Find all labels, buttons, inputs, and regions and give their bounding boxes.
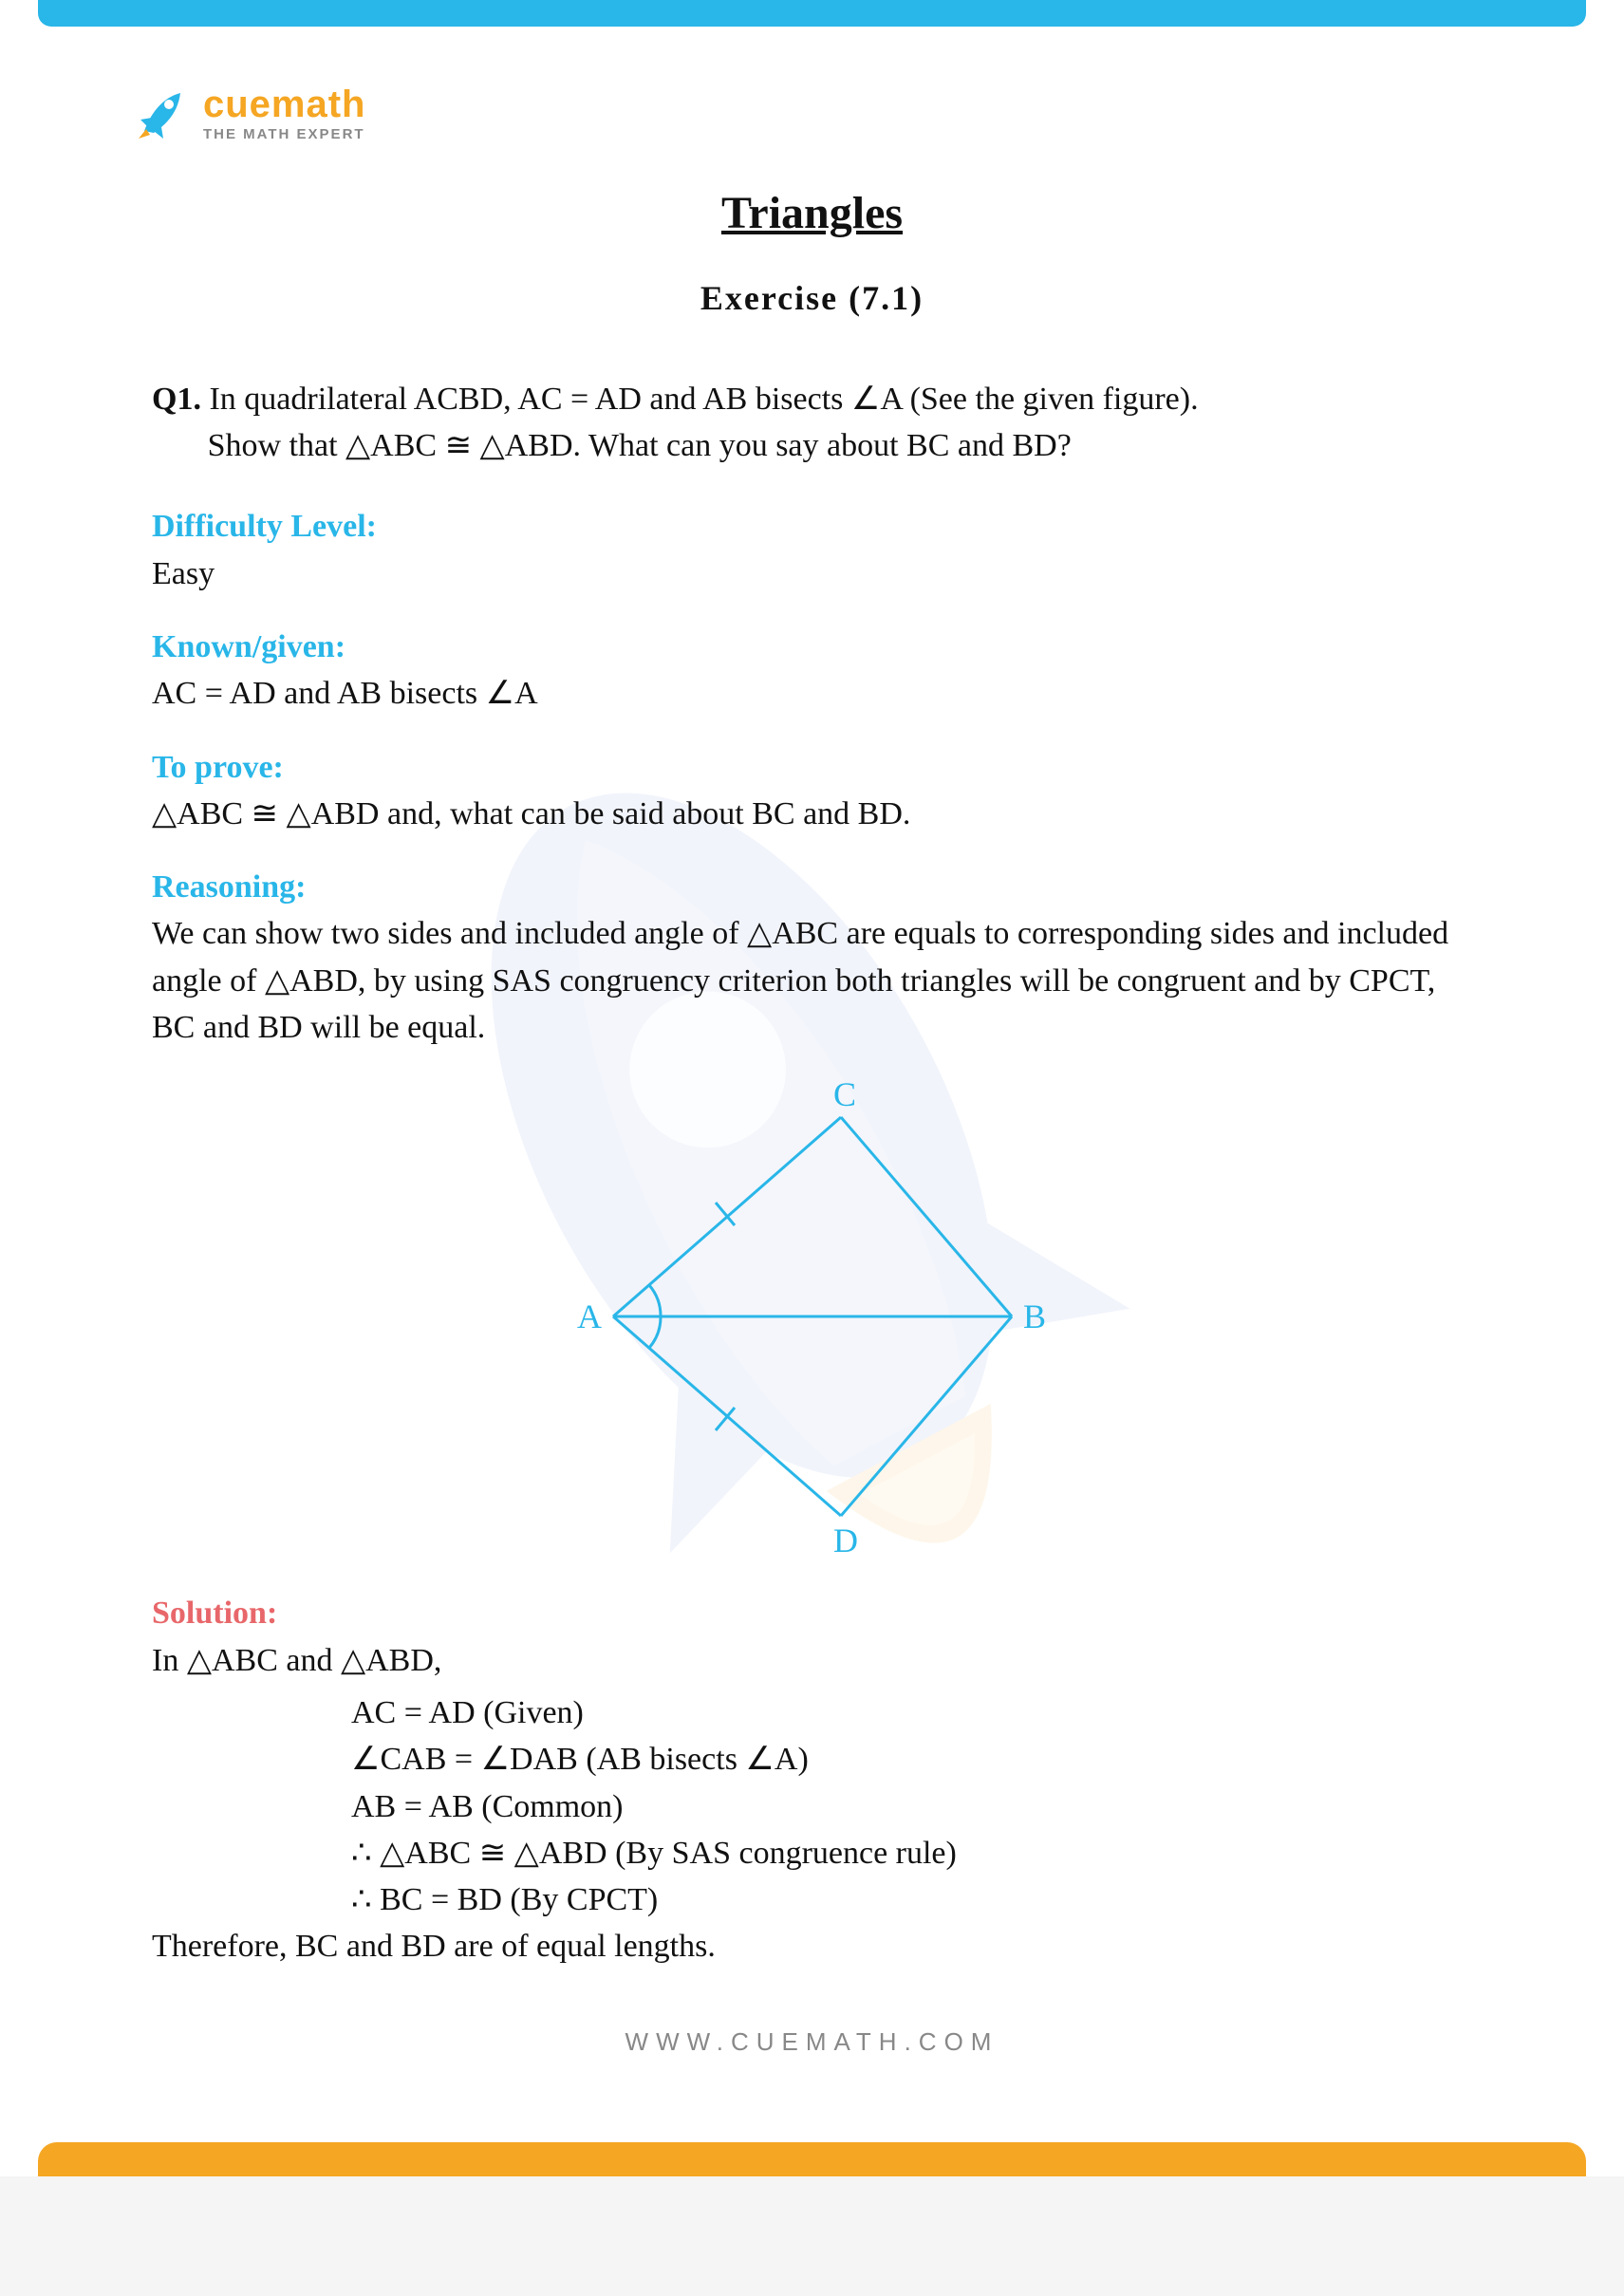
reasoning-label: Reasoning: [152, 864, 1472, 910]
solution-step: AB = AB (Common) [351, 1783, 1472, 1830]
vertex-d: D [833, 1521, 858, 1559]
difficulty-label: Difficulty Level: [152, 503, 1472, 550]
question-text-2a: Show that [208, 428, 345, 463]
question-text-2b: . What can you say about BC and BD? [573, 428, 1072, 463]
solution-label: Solution: [152, 1590, 1472, 1636]
solution-step: ∠CAB = ∠DAB (AB bisects ∠A) [351, 1736, 1472, 1783]
solution-intro: In △ABC and △ABD, [152, 1637, 1472, 1684]
vertex-b: B [1023, 1297, 1046, 1335]
diagram-container: A B C D [152, 1070, 1472, 1563]
known-value: AC = AD and AB bisects ∠A [152, 670, 1472, 717]
vertex-a: A [577, 1297, 602, 1335]
solution-step: ∴ △ABC ≅ △ABD (By SAS congruence rule) [351, 1830, 1472, 1876]
solution-conclusion: Therefore, BC and BD are of equal length… [152, 1923, 1472, 1969]
page-outer: cuemath THE MATH EXPERT Triangles Exerci… [0, 0, 1624, 2176]
rocket-icon [133, 84, 192, 142]
question-angle: ∠A [851, 382, 902, 417]
solution-step: ∴ BC = BD (By CPCT) [351, 1876, 1472, 1923]
reasoning-text: We can show two sides and included angle… [152, 910, 1472, 1051]
bottom-bar [38, 2142, 1586, 2176]
known-label: Known/given: [152, 624, 1472, 670]
toprove-value: △ABC ≅ △ABD and, what can be said about … [152, 791, 1472, 837]
quadrilateral-diagram: A B C D [528, 1070, 1097, 1563]
question-block: Q1. In quadrilateral ACBD, AC = AD and A… [152, 376, 1472, 470]
question-text-1a: In quadrilateral ACBD, AC = AD and AB bi… [209, 382, 850, 417]
content: Triangles Exercise (7.1) Q1. In quadrila… [38, 180, 1586, 1970]
brand-name: cuemath [203, 84, 366, 126]
footer-url: WWW.CUEMATH.COM [38, 1970, 1586, 2085]
chapter-title: Triangles [152, 180, 1472, 247]
brand-tagline: THE MATH EXPERT [203, 126, 366, 142]
top-bar [38, 0, 1586, 27]
page: cuemath THE MATH EXPERT Triangles Exerci… [38, 27, 1586, 2142]
solution-step: AC = AD (Given) [351, 1689, 1472, 1736]
brand-logo: cuemath THE MATH EXPERT [38, 65, 1586, 180]
vertex-c: C [833, 1075, 856, 1113]
question-tri: △ABC ≅ △ABD [345, 428, 572, 463]
solution-steps: AC = AD (Given) ∠CAB = ∠DAB (AB bisects … [152, 1689, 1472, 1923]
difficulty-value: Easy [152, 551, 1472, 597]
toprove-label: To prove: [152, 744, 1472, 791]
question-number: Q1. [152, 382, 201, 417]
question-text-1b: (See the given figure). [902, 382, 1199, 417]
exercise-label: Exercise (7.1) [152, 273, 1472, 323]
